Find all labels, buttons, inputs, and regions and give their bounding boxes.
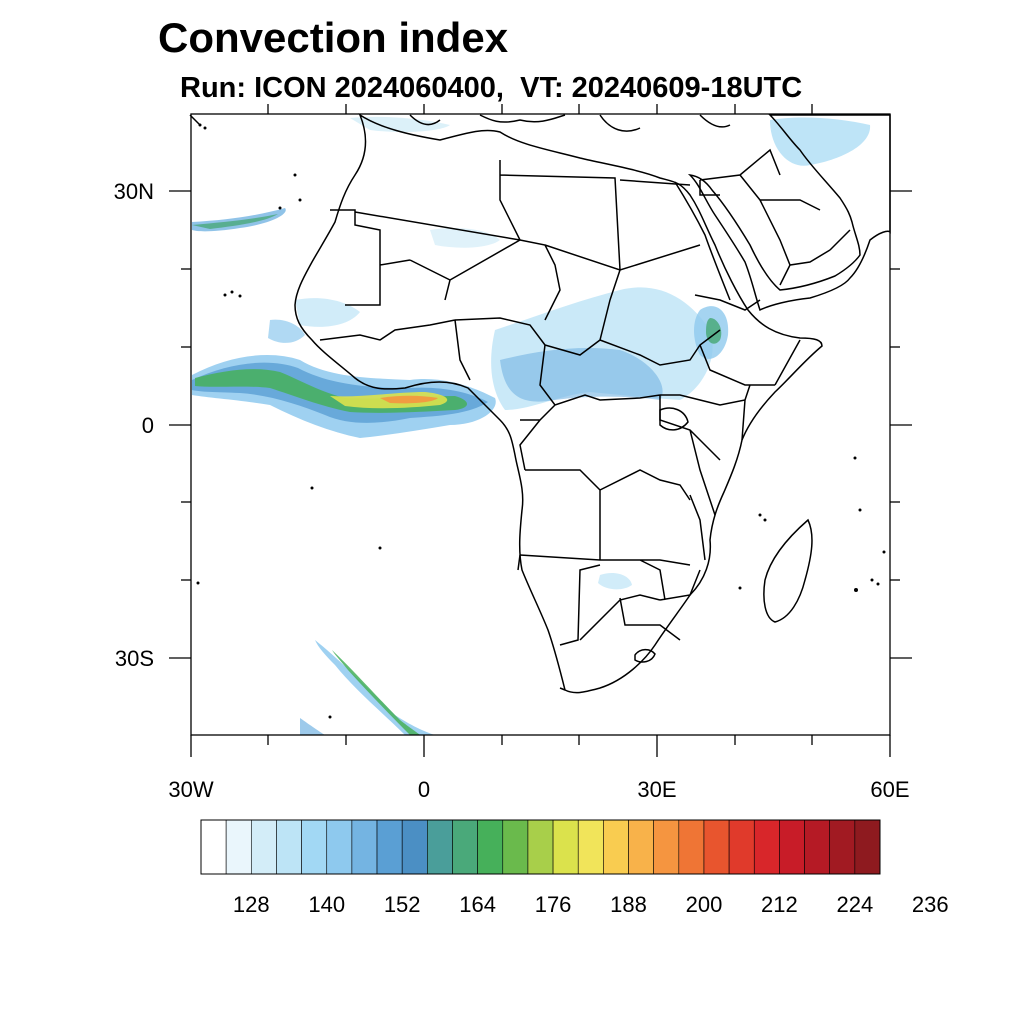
colorbar (200, 819, 881, 875)
tick-marks (169, 104, 912, 757)
colorbar-swatch (552, 819, 579, 875)
arabia-coastline (687, 114, 891, 312)
colorbar-swatch (301, 819, 328, 875)
colorbar-label: 140 (308, 892, 345, 917)
island-markers (196, 123, 886, 719)
lesotho-border (634, 648, 656, 663)
lon-tick-label: 30E (637, 777, 676, 802)
colorbar-swatch (854, 819, 881, 875)
colorbar-swatch (829, 819, 856, 875)
colorbar-swatch (653, 819, 680, 875)
african-country-borders (319, 160, 801, 691)
colorbar-swatch (477, 819, 504, 875)
colorbar-swatch (527, 819, 554, 875)
colorbar-swatch (502, 819, 529, 875)
colorbar-swatch (200, 819, 227, 875)
lat-tick-label: 30S (115, 646, 154, 671)
colorbar-swatch (326, 819, 353, 875)
madagascar-coastline (763, 518, 813, 623)
lon-tick-label: 0 (418, 777, 430, 802)
colorbar-swatch (250, 819, 277, 875)
colorbar-label: 236 (912, 892, 949, 917)
colorbar-label: 128 (233, 892, 270, 917)
colorbar-swatch (603, 819, 629, 875)
colorbar-swatch (678, 819, 705, 875)
colorbar-swatch (276, 819, 302, 875)
red-sea-west-coast (674, 181, 731, 301)
colorbar-swatch (753, 819, 780, 875)
lake-victoria (659, 407, 689, 431)
convection-madagascar-channel (598, 573, 632, 590)
convection-southern-ocean-front-core (332, 650, 420, 735)
colorbar-swatch (779, 819, 805, 875)
convection-sahel-west (295, 298, 360, 327)
convection-atlantic-north-core (192, 214, 278, 229)
colorbar-swatch (376, 819, 403, 875)
colorbar-label: 152 (384, 892, 421, 917)
lon-tick-label: 30W (168, 777, 213, 802)
colorbar-labels: 128 140 152 164 176 188 200 212 224 236 (233, 892, 949, 917)
convection-band-guinea (192, 355, 496, 438)
convection-mediterranean (350, 116, 450, 133)
africa-coastline (294, 113, 823, 694)
colorbar-label: 176 (535, 892, 572, 917)
lon-axis-labels: 30W 0 30E 60E (168, 777, 909, 802)
colorbar-label: 164 (459, 892, 496, 917)
coastlines-and-borders (189, 113, 891, 694)
colorbar-swatch (401, 819, 428, 875)
lat-axis-labels: 30N 0 30S (114, 179, 154, 671)
map-title: Convection index (158, 14, 509, 61)
convection-southern-ocean-front (315, 640, 435, 735)
lat-tick-label: 30N (114, 179, 154, 204)
colorbar-swatch (628, 819, 654, 875)
run-subtitle: Run: ICON 2024060400, VT: 20240609-18UTC (180, 72, 803, 104)
convection-band-central-africa (500, 348, 663, 402)
lat-tick-label: 0 (142, 413, 154, 438)
colorbar-swatch (452, 819, 478, 875)
convection-senegal-coast (268, 319, 305, 343)
colorbar-swatch (804, 819, 831, 875)
colorbar-label: 224 (836, 892, 873, 917)
europe-coastline (189, 114, 731, 132)
colorbar-swatch (703, 819, 730, 875)
convection-field (192, 116, 871, 735)
middle-east-borders (699, 148, 851, 286)
colorbar-swatch (351, 819, 378, 875)
colorbar-swatch (728, 819, 755, 875)
colorbar-swatch (577, 819, 604, 875)
map-frame (190, 113, 891, 736)
convection-southern-ocean-low (300, 718, 325, 735)
colorbar-label: 200 (686, 892, 723, 917)
colorbar-frame (200, 819, 881, 875)
lon-tick-label: 60E (870, 777, 909, 802)
colorbar-swatch (427, 819, 453, 875)
colorbar-label: 212 (761, 892, 798, 917)
convection-arabia-north (770, 117, 871, 166)
colorbar-label: 188 (610, 892, 647, 917)
colorbar-swatch (225, 819, 252, 875)
